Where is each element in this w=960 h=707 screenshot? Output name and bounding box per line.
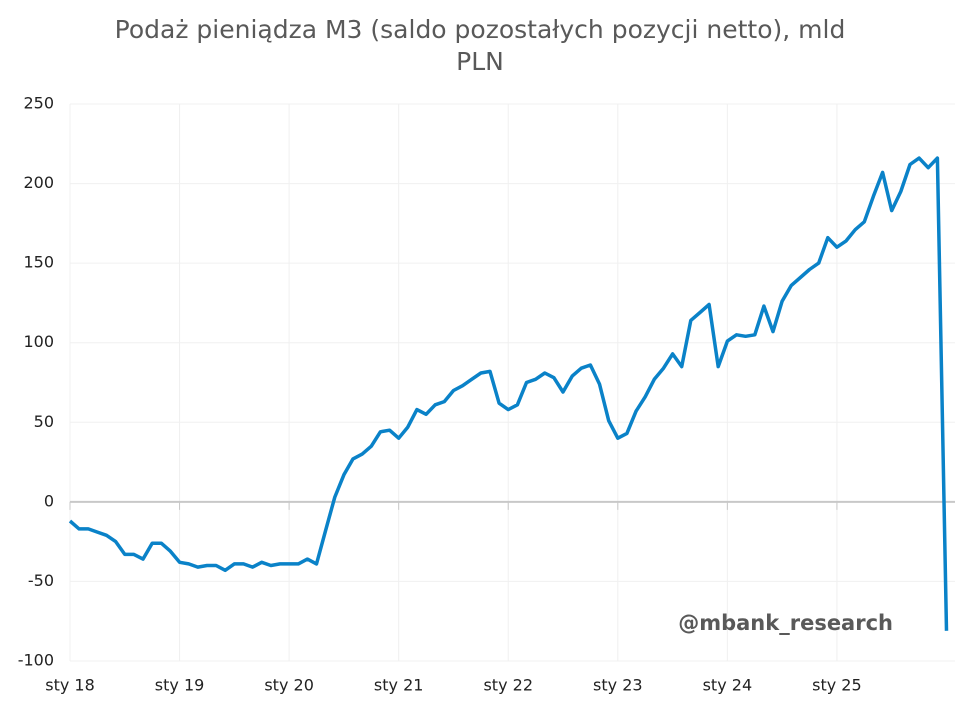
x-tick-label: sty 19 — [155, 676, 205, 695]
x-tick-label: sty 18 — [45, 676, 95, 695]
x-tick-label: sty 23 — [593, 676, 643, 695]
series-line — [68, 156, 949, 631]
y-tick-label: -100 — [18, 651, 54, 670]
y-tick-label: -50 — [28, 571, 54, 590]
y-tick-label: 150 — [23, 253, 54, 272]
x-tick-label: sty 21 — [374, 676, 424, 695]
x-tick-label: sty 22 — [483, 676, 533, 695]
y-tick-label: 200 — [23, 173, 54, 192]
y-tick-label: 250 — [23, 94, 54, 113]
y-tick-label: 0 — [44, 491, 54, 510]
chart-title: Podaż pieniądza M3 (saldo pozostałych po… — [114, 15, 846, 76]
x-tick-label: sty 24 — [703, 676, 753, 695]
x-tick-label: sty 20 — [264, 676, 314, 695]
x-tick-label: sty 25 — [812, 676, 862, 695]
watermark: @mbank_research — [678, 611, 893, 635]
y-tick-label: 50 — [34, 412, 54, 431]
y-tick-label: 100 — [23, 332, 54, 351]
